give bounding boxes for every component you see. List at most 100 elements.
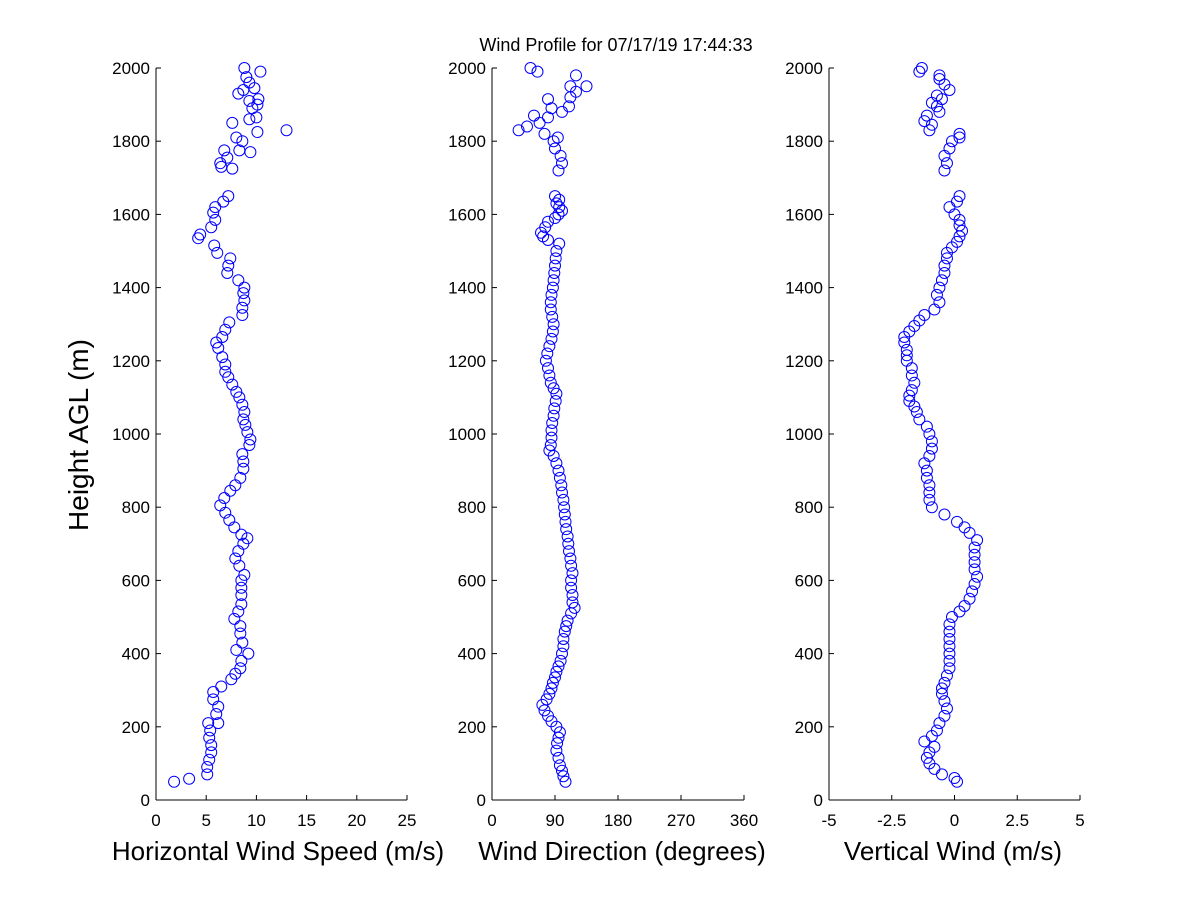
data-point [216, 331, 229, 344]
data-point [209, 201, 222, 214]
chart-title: Wind Profile for 07/17/19 17:44:33 [479, 35, 752, 55]
y-tick-label: 1200 [785, 352, 823, 371]
data-point [971, 570, 984, 583]
data-point [233, 559, 246, 572]
y-tick-label: 1600 [785, 205, 823, 224]
data-point [548, 266, 561, 279]
data-point [550, 387, 563, 400]
x-tick-label: 180 [604, 811, 632, 830]
data-point [549, 212, 561, 225]
data-point [205, 221, 218, 234]
data-point [559, 775, 572, 788]
data-point [548, 402, 561, 415]
data-point [951, 775, 964, 788]
data-point [538, 127, 551, 140]
data-point [943, 640, 956, 653]
x-tick-label: -2.5 [877, 811, 906, 830]
data-point [228, 612, 241, 625]
data-point [566, 596, 579, 609]
data-point [558, 625, 571, 638]
y-tick-label: 1200 [448, 352, 486, 371]
data-point [210, 707, 223, 720]
data-point [968, 548, 981, 561]
data-point [953, 219, 966, 232]
data-point [940, 669, 953, 682]
y-tick-label: 1000 [112, 425, 150, 444]
data-point [943, 662, 956, 675]
data-point [244, 433, 257, 446]
y-tick-label: 1600 [112, 205, 150, 224]
data-point [552, 751, 565, 764]
x-tick-label: -5 [821, 811, 836, 830]
data-point [915, 62, 928, 74]
data-point [219, 323, 232, 336]
data-point [241, 532, 254, 545]
data-point [553, 193, 566, 206]
data-point [918, 309, 931, 322]
data-point [230, 385, 243, 398]
data-point [551, 737, 564, 750]
y-tick-label: 1600 [448, 205, 486, 224]
data-point [564, 552, 577, 565]
data-point [243, 438, 256, 451]
data-point [208, 239, 221, 252]
x-tick-label: 90 [546, 811, 565, 830]
data-point [552, 660, 565, 673]
data-point [935, 274, 948, 287]
vertical-wind-panel: 0 200 400 600 800 1000 1200 1400 1600 1800 2000 -5 -… [785, 59, 1085, 866]
data-point [547, 409, 560, 422]
data-point [549, 190, 561, 203]
x-tick-label: 0 [950, 811, 959, 830]
data-point [235, 654, 248, 667]
data-point [920, 471, 933, 484]
data-point [562, 537, 575, 550]
data-point [552, 164, 565, 177]
data-point [237, 413, 250, 426]
data-point [211, 246, 224, 259]
data-point [524, 62, 537, 74]
data-point [570, 69, 582, 82]
x-tick-label: 0 [151, 811, 160, 830]
data-point [543, 369, 556, 382]
data-point [943, 654, 956, 667]
data-point [940, 157, 953, 170]
data-point [207, 206, 220, 219]
data-point [549, 259, 561, 272]
data-point [546, 325, 559, 338]
data-point [920, 464, 933, 477]
data-point [966, 585, 979, 598]
data-point [943, 625, 956, 638]
data-point [183, 772, 196, 785]
data-point [556, 157, 568, 170]
data-point [554, 654, 567, 667]
data-point [194, 228, 207, 241]
data-point [943, 647, 956, 660]
data-point [951, 235, 964, 248]
data-point [544, 303, 557, 316]
data-point [558, 501, 571, 514]
direction-panel: 0 200 400 600 800 1000 1200 1400 1600 1800 2000 0 90… [448, 59, 766, 866]
data-point [940, 252, 953, 265]
y-tick-label: 2000 [448, 59, 486, 78]
data-point [236, 135, 249, 148]
data-point [240, 71, 253, 84]
x-tick-label: 5 [1075, 811, 1084, 830]
data-point [537, 230, 550, 243]
data-point [938, 266, 951, 279]
data-point [251, 126, 264, 139]
data-point [557, 632, 570, 645]
data-point [280, 124, 293, 137]
y-tick-label: 800 [458, 498, 486, 517]
data-point [925, 501, 938, 514]
data-point [202, 717, 215, 730]
data-point [238, 406, 251, 419]
data-point [235, 598, 248, 611]
data-point [547, 274, 560, 287]
data-point [938, 695, 951, 708]
data-point [938, 259, 951, 272]
data-point [539, 354, 552, 367]
data-point [218, 144, 231, 157]
data-point [928, 740, 941, 753]
data-point [903, 395, 916, 408]
data-point [551, 131, 564, 144]
